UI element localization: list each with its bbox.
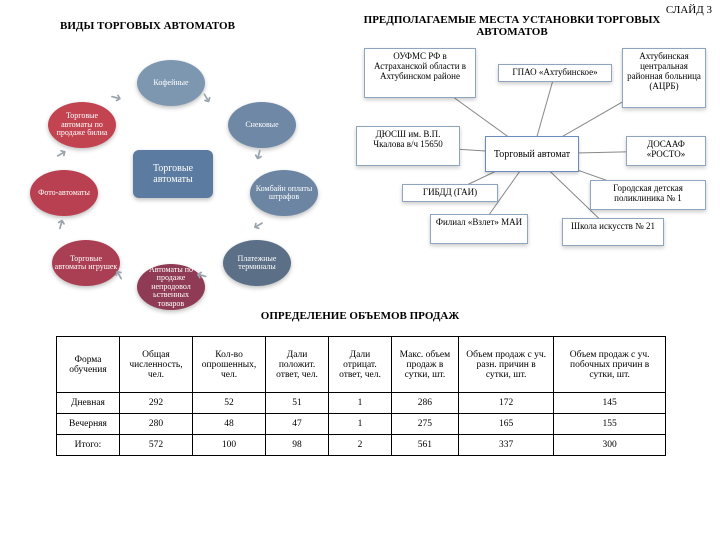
- table-cell: 300: [554, 435, 666, 456]
- heading-vending-types: ВИДЫ ТОРГОВЫХ АВТОМАТОВ: [60, 20, 235, 32]
- table-header-cell: Дали отрицат. ответ, чел.: [329, 337, 392, 393]
- ring-arrow-icon: ➜: [52, 217, 71, 233]
- network-spoke: Ахтубинская центральная районная больниц…: [622, 48, 706, 108]
- sales-table: Форма обученияОбщая численность, чел.Кол…: [56, 336, 666, 456]
- table-cell: 561: [391, 435, 458, 456]
- ring-arrow-icon: ➜: [108, 89, 124, 108]
- table-header-cell: Объем продаж с уч. побочных причин в сут…: [554, 337, 666, 393]
- hub-center: Торговые автоматы: [133, 150, 213, 198]
- network-spoke: ГИБДД (ГАИ): [402, 184, 498, 202]
- table-header-cell: Дали положит. ответ, чел.: [266, 337, 329, 393]
- table-row: Вечерняя28048471275165155: [57, 414, 666, 435]
- table-cell: 275: [391, 414, 458, 435]
- hub-node: Торговые автоматы игрушек: [52, 240, 120, 286]
- table-cell: 155: [554, 414, 666, 435]
- network-center: Торговый автомат: [485, 136, 579, 172]
- ring-arrow-icon: ➜: [248, 147, 267, 163]
- table-header-cell: Общая численность, чел.: [119, 337, 192, 393]
- table-cell: 52: [193, 393, 266, 414]
- table-cell: 145: [554, 393, 666, 414]
- ring-arrow-icon: ➜: [249, 214, 268, 235]
- table-cell: 100: [193, 435, 266, 456]
- table-cell: 48: [193, 414, 266, 435]
- table-cell: 47: [266, 414, 329, 435]
- table-cell: 1: [329, 393, 392, 414]
- network-spoke: Филиал «Взлет» МАИ: [430, 214, 528, 244]
- table-cell: Вечерняя: [57, 414, 120, 435]
- locations-network: Торговый автомат ОУФМС РФ в Астраханской…: [340, 42, 710, 252]
- ring-arrow-icon: ➜: [53, 144, 72, 165]
- hub-node: Снековые: [228, 102, 296, 148]
- table-cell: 2: [329, 435, 392, 456]
- network-spoke: ДОСААФ «РОСТО»: [626, 136, 706, 166]
- hub-node: Фото-автоматы: [30, 170, 98, 216]
- hub-node: Кофейные: [137, 60, 205, 106]
- table-cell: 280: [119, 414, 192, 435]
- ring-arrow-icon: ➜: [194, 265, 210, 284]
- table-header-cell: Кол-во опрошенных, чел.: [193, 337, 266, 393]
- table-cell: Дневная: [57, 393, 120, 414]
- table-cell: 165: [458, 414, 553, 435]
- network-spoke: ГПАО «Ахтубинское»: [498, 64, 612, 82]
- network-spoke: ДЮСШ им. В.П. Чкалова в/ч 15650: [356, 126, 460, 166]
- table-cell: 1: [329, 414, 392, 435]
- table-cell: Итого:: [57, 435, 120, 456]
- table-cell: 98: [266, 435, 329, 456]
- network-spoke: Городская детская поликлиника № 1: [590, 180, 706, 210]
- slide-number: СЛАЙД 3: [666, 4, 712, 16]
- table-header-cell: Форма обучения: [57, 337, 120, 393]
- table-cell: 172: [458, 393, 553, 414]
- hub-node: Комбайн оплаты штрафов: [250, 170, 318, 216]
- heading-sales: ОПРЕДЕЛЕНИЕ ОБЪЕМОВ ПРОДАЖ: [0, 310, 720, 322]
- table-cell: 337: [458, 435, 553, 456]
- table-header-row: Форма обученияОбщая численность, чел.Кол…: [57, 337, 666, 393]
- table-row: Итого:572100982561337300: [57, 435, 666, 456]
- table-header-cell: Макс. объем продаж в сутки, шт.: [391, 337, 458, 393]
- hub-node: Торговые автоматы по продаже билиа: [48, 102, 116, 148]
- table-cell: 292: [119, 393, 192, 414]
- hub-node: Автоматы по продаже непродовол ьственных…: [137, 264, 205, 310]
- hub-node: Платежные терминалы: [223, 240, 291, 286]
- table-cell: 51: [266, 393, 329, 414]
- table-cell: 286: [391, 393, 458, 414]
- network-spoke: Школа искусств № 21: [562, 218, 664, 246]
- network-spoke: ОУФМС РФ в Астраханской области в Ахтуби…: [364, 48, 476, 98]
- table-row: Дневная29252511286172145: [57, 393, 666, 414]
- hub-diagram: Торговые автоматы Кофейные Снековые Комбай…: [18, 50, 328, 300]
- heading-locations: ПРЕДПОЛАГАЕМЫЕ МЕСТА УСТАНОВКИ ТОРГОВЫХ …: [362, 14, 662, 38]
- table-header-cell: Объем продаж с уч. разн. причин в сутки,…: [458, 337, 553, 393]
- table-cell: 572: [119, 435, 192, 456]
